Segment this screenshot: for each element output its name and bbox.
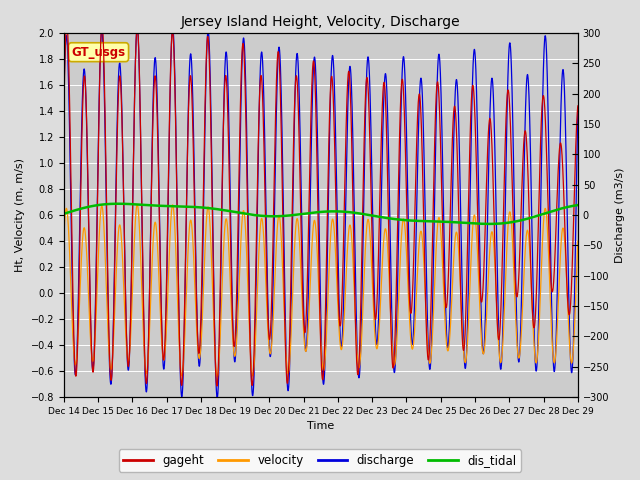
X-axis label: Time: Time [307,421,335,432]
Legend: gageht, velocity, discharge, dis_tidal: gageht, velocity, discharge, dis_tidal [119,449,521,472]
Y-axis label: Ht, Velocity (m, m/s): Ht, Velocity (m, m/s) [15,158,25,272]
Text: GT_usgs: GT_usgs [72,46,125,59]
Y-axis label: Discharge (m3/s): Discharge (m3/s) [615,168,625,263]
Title: Jersey Island Height, Velocity, Discharge: Jersey Island Height, Velocity, Discharg… [181,15,461,29]
